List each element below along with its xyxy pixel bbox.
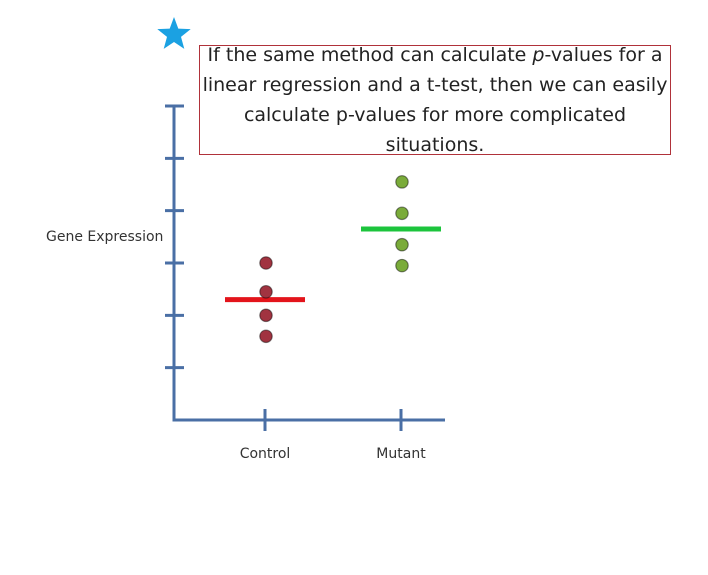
control-point-4: [259, 329, 273, 344]
mutant-point-2: [395, 206, 409, 221]
control-point-1: [259, 256, 273, 270]
control-point-2: [259, 284, 273, 299]
mutant-point-1: [395, 175, 409, 189]
callout-box: If the same method can calculate p-value…: [199, 44, 671, 156]
x-tick-label-mutant: Mutant: [376, 446, 426, 462]
control-point-3: [259, 308, 273, 323]
callout-text: If the same method can calculate p-value…: [200, 40, 670, 160]
mutant-point-4: [395, 258, 409, 273]
mutant-point-3: [395, 237, 409, 252]
y-axis-label: Gene Expression: [46, 229, 164, 245]
star-icon: [157, 17, 191, 49]
callout-line-2: linear regression and a t-test, then we …: [202, 74, 668, 96]
callout-line-3: calculate p-values for more complicated …: [243, 104, 627, 156]
x-tick-label-control: Control: [239, 446, 291, 462]
callout-line-1: If the same method can calculate p-value…: [207, 44, 663, 66]
p-italic: p: [532, 44, 545, 66]
